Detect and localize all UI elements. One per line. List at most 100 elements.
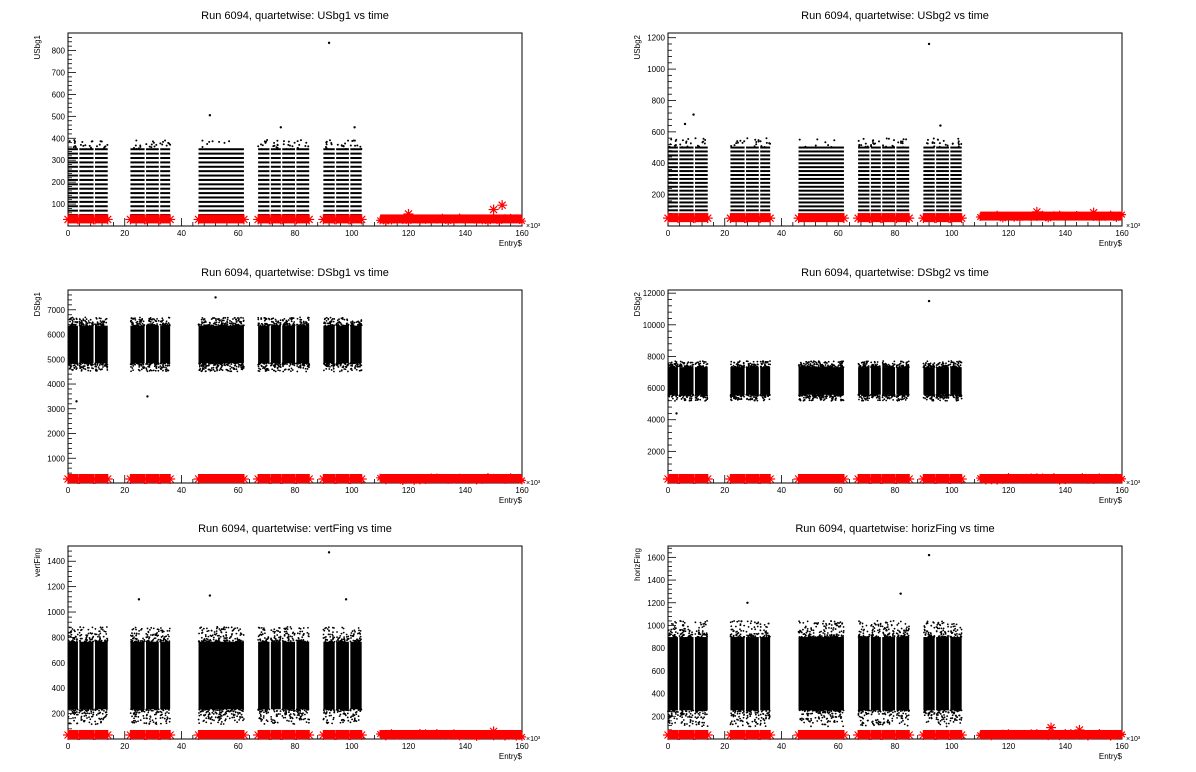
black-point — [736, 366, 739, 368]
black-point — [223, 362, 226, 365]
black-point — [234, 637, 237, 640]
black-band — [896, 197, 910, 200]
black-point — [736, 140, 739, 143]
black-point — [242, 640, 244, 643]
black-point — [200, 318, 203, 321]
red-marker — [1021, 473, 1030, 482]
black-block-8 — [857, 360, 871, 402]
black-point — [104, 363, 107, 366]
black-band — [282, 165, 295, 168]
red-marker — [478, 216, 487, 225]
black-point — [167, 633, 169, 636]
black-point — [877, 366, 880, 368]
black-band — [160, 170, 171, 173]
black-point — [73, 362, 76, 365]
black-point — [881, 396, 884, 399]
black-point — [219, 635, 222, 638]
black-point — [220, 631, 223, 634]
black-point — [345, 322, 348, 325]
black-point — [264, 632, 266, 635]
black-point — [299, 364, 302, 367]
black-point — [834, 395, 837, 397]
black-band — [950, 193, 962, 196]
red-marker — [904, 474, 915, 484]
black-band — [258, 192, 270, 195]
black-point — [258, 367, 260, 370]
black-band — [282, 187, 295, 190]
black-point — [139, 145, 142, 148]
black-point — [305, 370, 308, 373]
black-point — [207, 629, 210, 632]
black-band — [296, 165, 310, 168]
black-point — [81, 324, 83, 326]
black-outlier-point — [683, 122, 687, 126]
black-point — [134, 363, 136, 366]
black-point — [816, 138, 819, 141]
black-block-11 — [295, 316, 311, 373]
x-tick-label: 140 — [459, 742, 473, 751]
black-block-8 — [857, 137, 870, 220]
black-point — [293, 321, 296, 323]
black-point — [261, 144, 264, 147]
black-band — [160, 200, 171, 203]
x-tick-label: 20 — [120, 486, 129, 495]
black-point — [91, 367, 93, 369]
black-point — [260, 148, 263, 151]
black-point — [286, 628, 289, 630]
black-point — [929, 397, 931, 400]
black-point — [202, 627, 205, 630]
black-point — [145, 714, 148, 717]
black-point — [222, 708, 225, 711]
black-point — [229, 367, 232, 370]
black-point — [287, 708, 290, 711]
black-point — [236, 721, 239, 724]
black-point — [323, 363, 326, 366]
red-block-band — [198, 474, 244, 483]
black-point — [955, 394, 958, 396]
black-band — [798, 162, 844, 165]
black-point — [69, 713, 72, 715]
black-point — [337, 366, 340, 368]
black-band — [323, 205, 335, 208]
black-point — [768, 366, 771, 369]
black-point — [339, 321, 342, 324]
black-point — [80, 369, 83, 372]
black-band — [336, 196, 349, 199]
black-point — [227, 369, 230, 372]
red-marker — [702, 474, 713, 484]
black-point — [270, 629, 273, 632]
black-band — [68, 200, 78, 203]
red-marker — [1055, 476, 1064, 485]
black-point — [274, 637, 277, 640]
black-point — [142, 637, 144, 640]
black-point — [154, 369, 157, 372]
black-point — [803, 398, 806, 401]
red-marker — [755, 213, 766, 224]
black-point — [237, 365, 240, 368]
black-point — [258, 712, 261, 715]
black-point — [292, 712, 295, 715]
red-block-band — [323, 214, 335, 224]
black-point — [162, 322, 164, 325]
black-point — [101, 712, 104, 715]
black-band — [130, 205, 145, 208]
black-point — [892, 399, 895, 401]
black-point — [257, 638, 260, 641]
red-marker — [981, 211, 990, 220]
black-point — [261, 365, 263, 368]
x-tick-label: 160 — [515, 742, 529, 751]
black-band — [746, 154, 759, 157]
black-point — [78, 324, 81, 327]
black-block-4 — [129, 316, 146, 373]
black-point — [895, 366, 898, 368]
black-point — [98, 633, 100, 636]
black-point — [155, 362, 157, 365]
black-band — [296, 178, 310, 181]
red-marker — [506, 473, 515, 482]
black-point — [233, 362, 236, 365]
black-point — [279, 365, 281, 367]
black-point — [201, 368, 204, 371]
black-band — [923, 189, 935, 192]
red-block-band — [258, 474, 270, 483]
black-point — [104, 630, 107, 633]
